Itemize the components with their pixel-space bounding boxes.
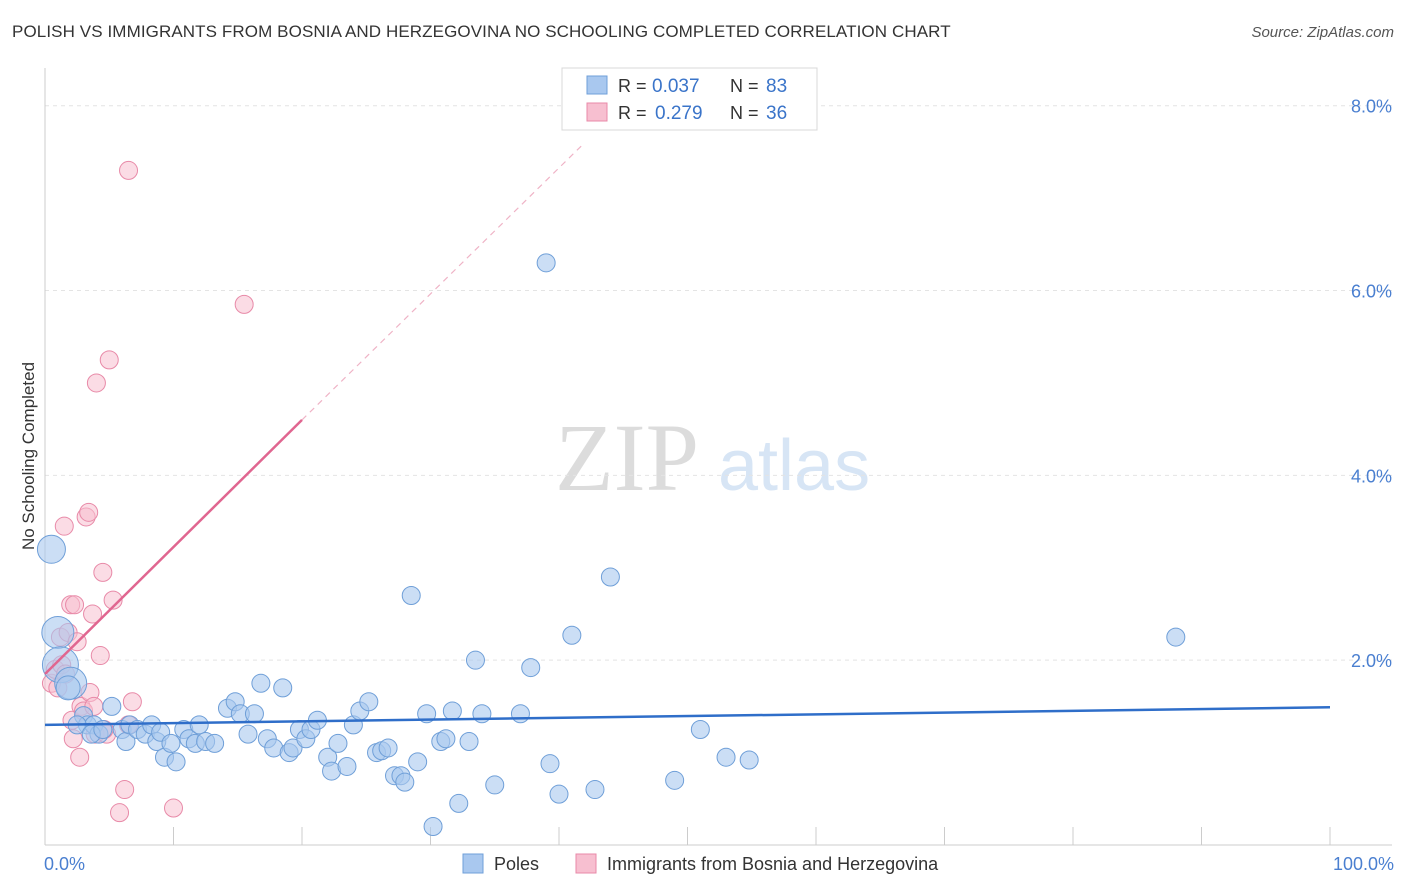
point-bosnia-13: [70, 747, 90, 767]
point-poles-47: [359, 692, 379, 712]
legend-swatch-poles: [462, 853, 484, 874]
point-poles-1: [41, 615, 75, 649]
point-poles-68: [536, 253, 556, 273]
stats-n-value-poles: 83: [766, 76, 787, 97]
y-tick-label-1: 4.0%: [1351, 466, 1392, 486]
point-bosnia-22: [86, 373, 106, 393]
point-poles-78: [1166, 627, 1186, 647]
point-poles-55: [408, 752, 428, 772]
legend-label-bosnia: Immigrants from Bosnia and Herzegovina: [607, 854, 939, 874]
source-credit: Source: ZipAtlas.com: [1251, 24, 1394, 41]
stats-r-label-bosnia: R =: [618, 103, 647, 123]
point-poles-25: [205, 733, 225, 753]
point-poles-67: [521, 658, 541, 678]
point-poles-36: [283, 738, 303, 758]
chart-title: POLISH VS IMMIGRANTS FROM BOSNIA AND HER…: [12, 22, 951, 41]
trend-lines: [44, 142, 1331, 727]
point-poles-61: [449, 793, 469, 813]
trend-line-bosnia-extension: [301, 142, 586, 421]
y-tick-label-0: 2.0%: [1351, 651, 1392, 671]
point-bosnia-32: [119, 160, 139, 180]
point-poles-79: [55, 675, 81, 701]
point-poles-0: [36, 534, 66, 564]
trend-line-bosnia: [44, 419, 303, 675]
point-poles-74: [665, 770, 685, 790]
point-poles-44: [337, 756, 357, 776]
point-bosnia-33: [122, 692, 142, 712]
point-poles-23: [189, 715, 209, 735]
x-tick-label-0: 0.0%: [44, 854, 85, 874]
stats-n-value-bosnia: 36: [766, 103, 787, 124]
point-poles-60: [442, 701, 462, 721]
point-poles-43: [328, 733, 348, 753]
point-poles-69: [540, 754, 560, 774]
point-poles-72: [585, 780, 605, 800]
point-poles-63: [465, 650, 485, 670]
point-bosnia-23: [90, 646, 110, 666]
point-poles-70: [549, 784, 569, 804]
watermark-zip: ZIP: [555, 404, 699, 511]
stats-swatch-poles: [586, 75, 608, 95]
point-bosnia-35: [234, 294, 254, 314]
point-bosnia-27: [99, 350, 119, 370]
point-bosnia-11: [65, 595, 85, 615]
point-poles-8: [102, 696, 122, 716]
point-poles-30: [244, 704, 264, 724]
point-poles-50: [378, 738, 398, 758]
trend-line-poles: [44, 706, 1331, 727]
point-poles-29: [238, 724, 258, 744]
stats-r-value-bosnia: 0.279: [655, 103, 703, 124]
stats-swatch-bosnia: [586, 102, 608, 122]
series-poles-points: [36, 253, 1186, 837]
point-bosnia-24: [93, 562, 113, 582]
grid-lines: [45, 105, 1392, 661]
point-poles-56: [417, 704, 437, 724]
x-tick-labels: 0.0% 100.0%: [44, 854, 1394, 874]
point-poles-31: [251, 673, 271, 693]
point-poles-73: [600, 567, 620, 587]
point-poles-59: [436, 729, 456, 749]
series-legend: Poles Immigrants from Bosnia and Herzego…: [462, 853, 939, 874]
point-bosnia-30: [115, 780, 135, 800]
point-poles-75: [690, 719, 710, 739]
point-poles-71: [562, 625, 582, 645]
point-bosnia-29: [110, 803, 130, 823]
point-bosnia-19: [83, 604, 103, 624]
point-poles-65: [485, 775, 505, 795]
point-bosnia-17: [79, 502, 99, 522]
point-bosnia-28: [103, 590, 123, 610]
watermark-atlas: atlas: [718, 426, 870, 506]
stats-r-value-poles: 0.037: [652, 76, 700, 97]
watermark: ZIP atlas: [555, 404, 870, 511]
y-tick-labels: 2.0% 4.0% 6.0% 8.0%: [1351, 97, 1392, 671]
stats-n-label-bosnia: N =: [730, 103, 759, 123]
legend-label-poles: Poles: [494, 854, 539, 874]
y-tick-label-2: 6.0%: [1351, 282, 1392, 302]
x-tick-label-1: 100.0%: [1333, 854, 1394, 874]
stats-r-label-poles: R =: [618, 76, 647, 96]
y-tick-label-3: 8.0%: [1351, 97, 1392, 117]
legend-swatch-bosnia: [575, 853, 597, 874]
point-bosnia-5: [54, 516, 74, 536]
point-poles-66: [510, 704, 530, 724]
point-poles-34: [273, 678, 293, 698]
stats-legend: R = 0.037 N = 83 R = 0.279 N = 36: [561, 67, 818, 131]
point-poles-57: [423, 817, 443, 837]
point-poles-18: [161, 733, 181, 753]
point-bosnia-34: [164, 798, 183, 818]
axes: [44, 68, 1392, 846]
point-poles-53: [395, 772, 415, 792]
point-poles-19: [166, 752, 186, 772]
point-poles-76: [716, 747, 736, 767]
point-poles-54: [401, 585, 421, 605]
point-poles-62: [459, 732, 479, 752]
point-poles-77: [739, 750, 759, 770]
stats-n-label-poles: N =: [730, 76, 759, 96]
y-axis-label: No Schooling Completed: [19, 362, 38, 550]
